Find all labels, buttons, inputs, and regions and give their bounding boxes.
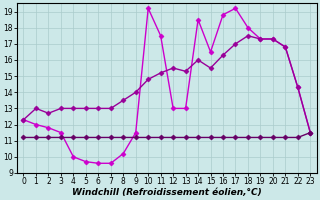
X-axis label: Windchill (Refroidissement éolien,°C): Windchill (Refroidissement éolien,°C)	[72, 188, 262, 197]
